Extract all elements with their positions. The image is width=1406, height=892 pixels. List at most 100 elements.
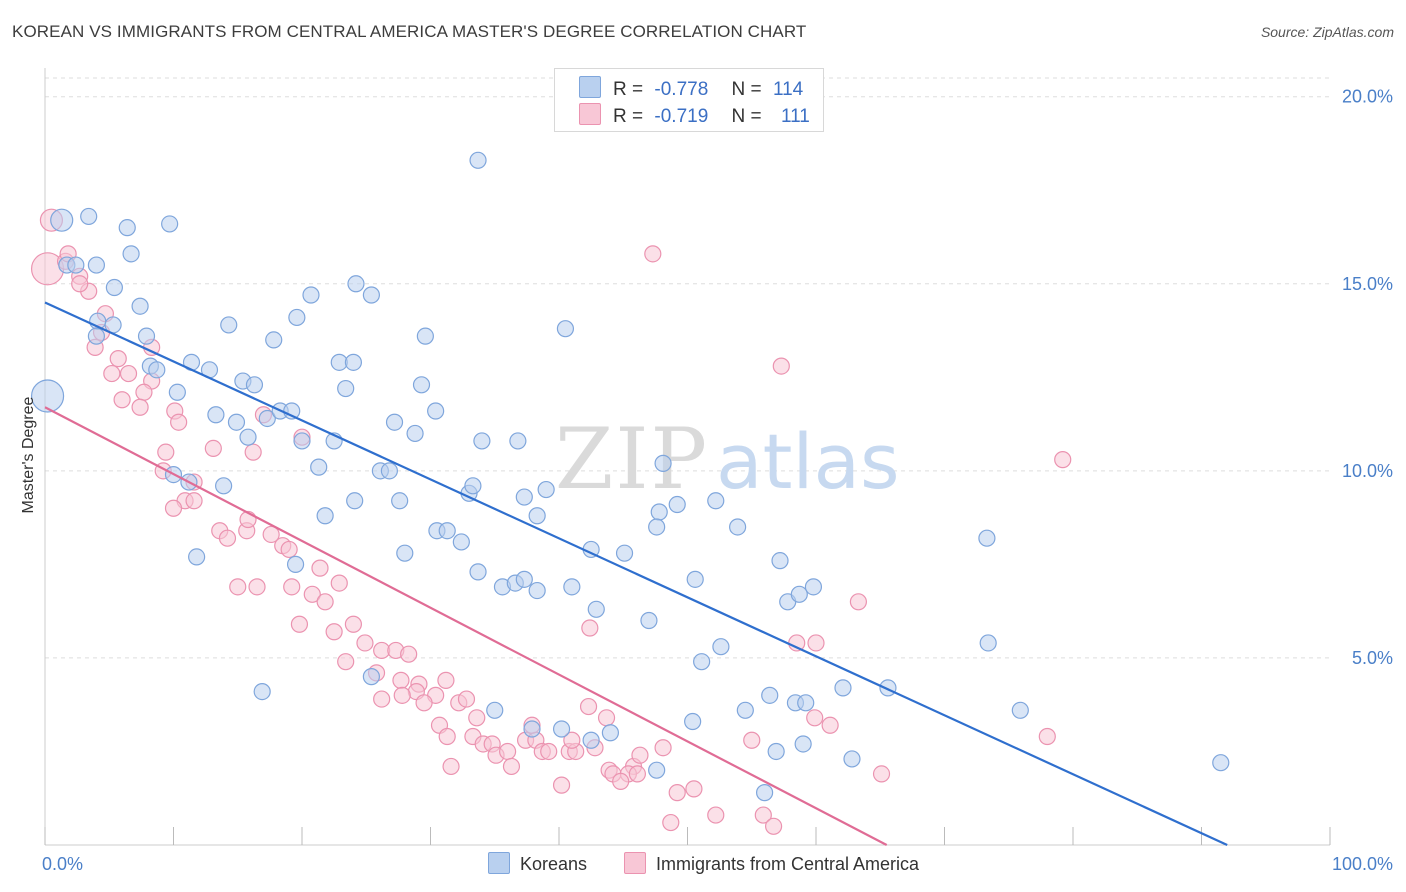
korean-point-22 [245,376,264,394]
korean-point-61 [528,507,546,525]
korean-point-20 [220,316,238,334]
korean-point-6 [67,256,85,274]
central-america-point-59 [415,694,433,712]
y-tick-label-1: 10.0% [1342,461,1393,481]
trend-lines [44,301,1228,846]
central-america-point-6 [71,275,89,293]
y-tick-label-3: 20.0% [1342,87,1393,107]
central-america-point-51 [400,645,418,663]
korean-point-50 [385,413,404,431]
central-america-point-44 [290,615,309,633]
central-america-point-98 [743,731,761,749]
central-america-point-82 [579,697,598,716]
y-tick-label-0: 5.0% [1352,648,1393,668]
korean-point-107 [794,735,812,753]
central-america-point-57 [393,686,411,704]
korean-point-65 [452,533,470,551]
koreans-legend-label: Koreans [520,854,588,874]
korean-point-83 [686,570,704,588]
korean-point-43 [310,458,328,476]
korean-point-10 [131,297,149,315]
bottom-legend-koreans: Koreans [488,852,587,875]
korean-point-67 [286,555,305,573]
korean-point-3 [118,219,136,237]
korean-point-113 [362,668,380,686]
korean-point-41 [293,432,311,450]
central-america-point-31 [218,529,237,547]
central-america-point-36 [280,540,298,559]
central-america-point-104 [849,593,868,611]
central-america-point-110 [807,634,825,652]
korean-point-112 [523,720,541,738]
korean-point-31 [412,376,431,394]
korean-point-4 [161,215,179,233]
central-america-point-63 [468,709,486,727]
korean-point-86 [790,585,808,603]
korean-point-66 [396,544,414,562]
central-america-point-16 [113,391,131,409]
korean-point-51 [406,424,424,443]
korean-point-77 [654,454,672,472]
central-america-point-60 [437,671,455,689]
central-america-point-78 [552,776,571,794]
watermark: ZIP atlas [555,410,900,508]
central-america-point-48 [337,653,355,671]
central-america-point-34 [262,525,280,544]
koreans-r-value: -0.778 [654,79,709,100]
trend-line-koreans [44,301,1228,846]
korean-point-46 [215,477,233,495]
central-america-point-58 [373,690,391,708]
central-america-point-100 [764,817,783,835]
central-america-point-45 [325,623,343,641]
axes [44,68,1331,846]
x-tick-label-0: 0.0% [42,854,83,874]
central-america-point-24 [244,443,262,461]
korean-point-79 [648,518,666,536]
korean-point-72 [528,581,546,600]
korean-point-33 [469,151,487,169]
korean-point-35 [207,406,225,424]
watermark-zip: ZIP [555,410,709,508]
y-axis-title: Master's Degree [20,396,37,513]
central-america-point-62 [457,690,476,708]
korean-point-84 [771,552,789,570]
central-america-legend-swatch [624,852,646,874]
korean-point-59 [464,477,482,495]
korean-point-108 [843,750,861,768]
central-america-point-12 [119,364,138,383]
central-america-point-109 [1054,451,1072,469]
central-america-point-40 [283,578,301,596]
korean-point-38 [258,409,276,428]
korean-point-60 [515,488,533,506]
central-america-point-53 [392,671,410,689]
trend-line-central-america [44,406,888,846]
watermark-atlas: atlas [716,417,900,506]
korean-point-53 [473,432,491,450]
central-america-point-96 [662,813,680,832]
central-america-point-38 [229,578,247,596]
bottom-legend-central-america: Immigrants from Central America [624,852,919,875]
central-america-point-94 [668,784,686,802]
central-america-point-108 [1038,727,1056,746]
korean-point-49 [380,462,398,480]
central-america-point-99 [754,806,772,824]
central-america-swatch [579,103,601,125]
korean-point-93 [797,694,815,712]
korean-point-54 [509,432,527,450]
korean-point-8 [105,278,123,297]
korean-point-23 [265,331,283,349]
central-america-point-43 [316,593,334,611]
central-america-point-97 [707,806,725,824]
korean-point-109 [648,761,666,779]
korean-point-28 [337,379,355,398]
korean-point-80 [668,495,686,514]
korean-point-29 [347,275,365,293]
korean-point-9 [122,245,140,263]
koreans-n-value: 114 [772,79,804,100]
n-label: N = [731,79,762,100]
n-label: N = [731,106,762,127]
korean-point-16 [148,361,166,379]
central-america-point-93 [654,739,672,757]
korean-point-1 [50,208,74,232]
series-koreans-points [30,151,1230,802]
